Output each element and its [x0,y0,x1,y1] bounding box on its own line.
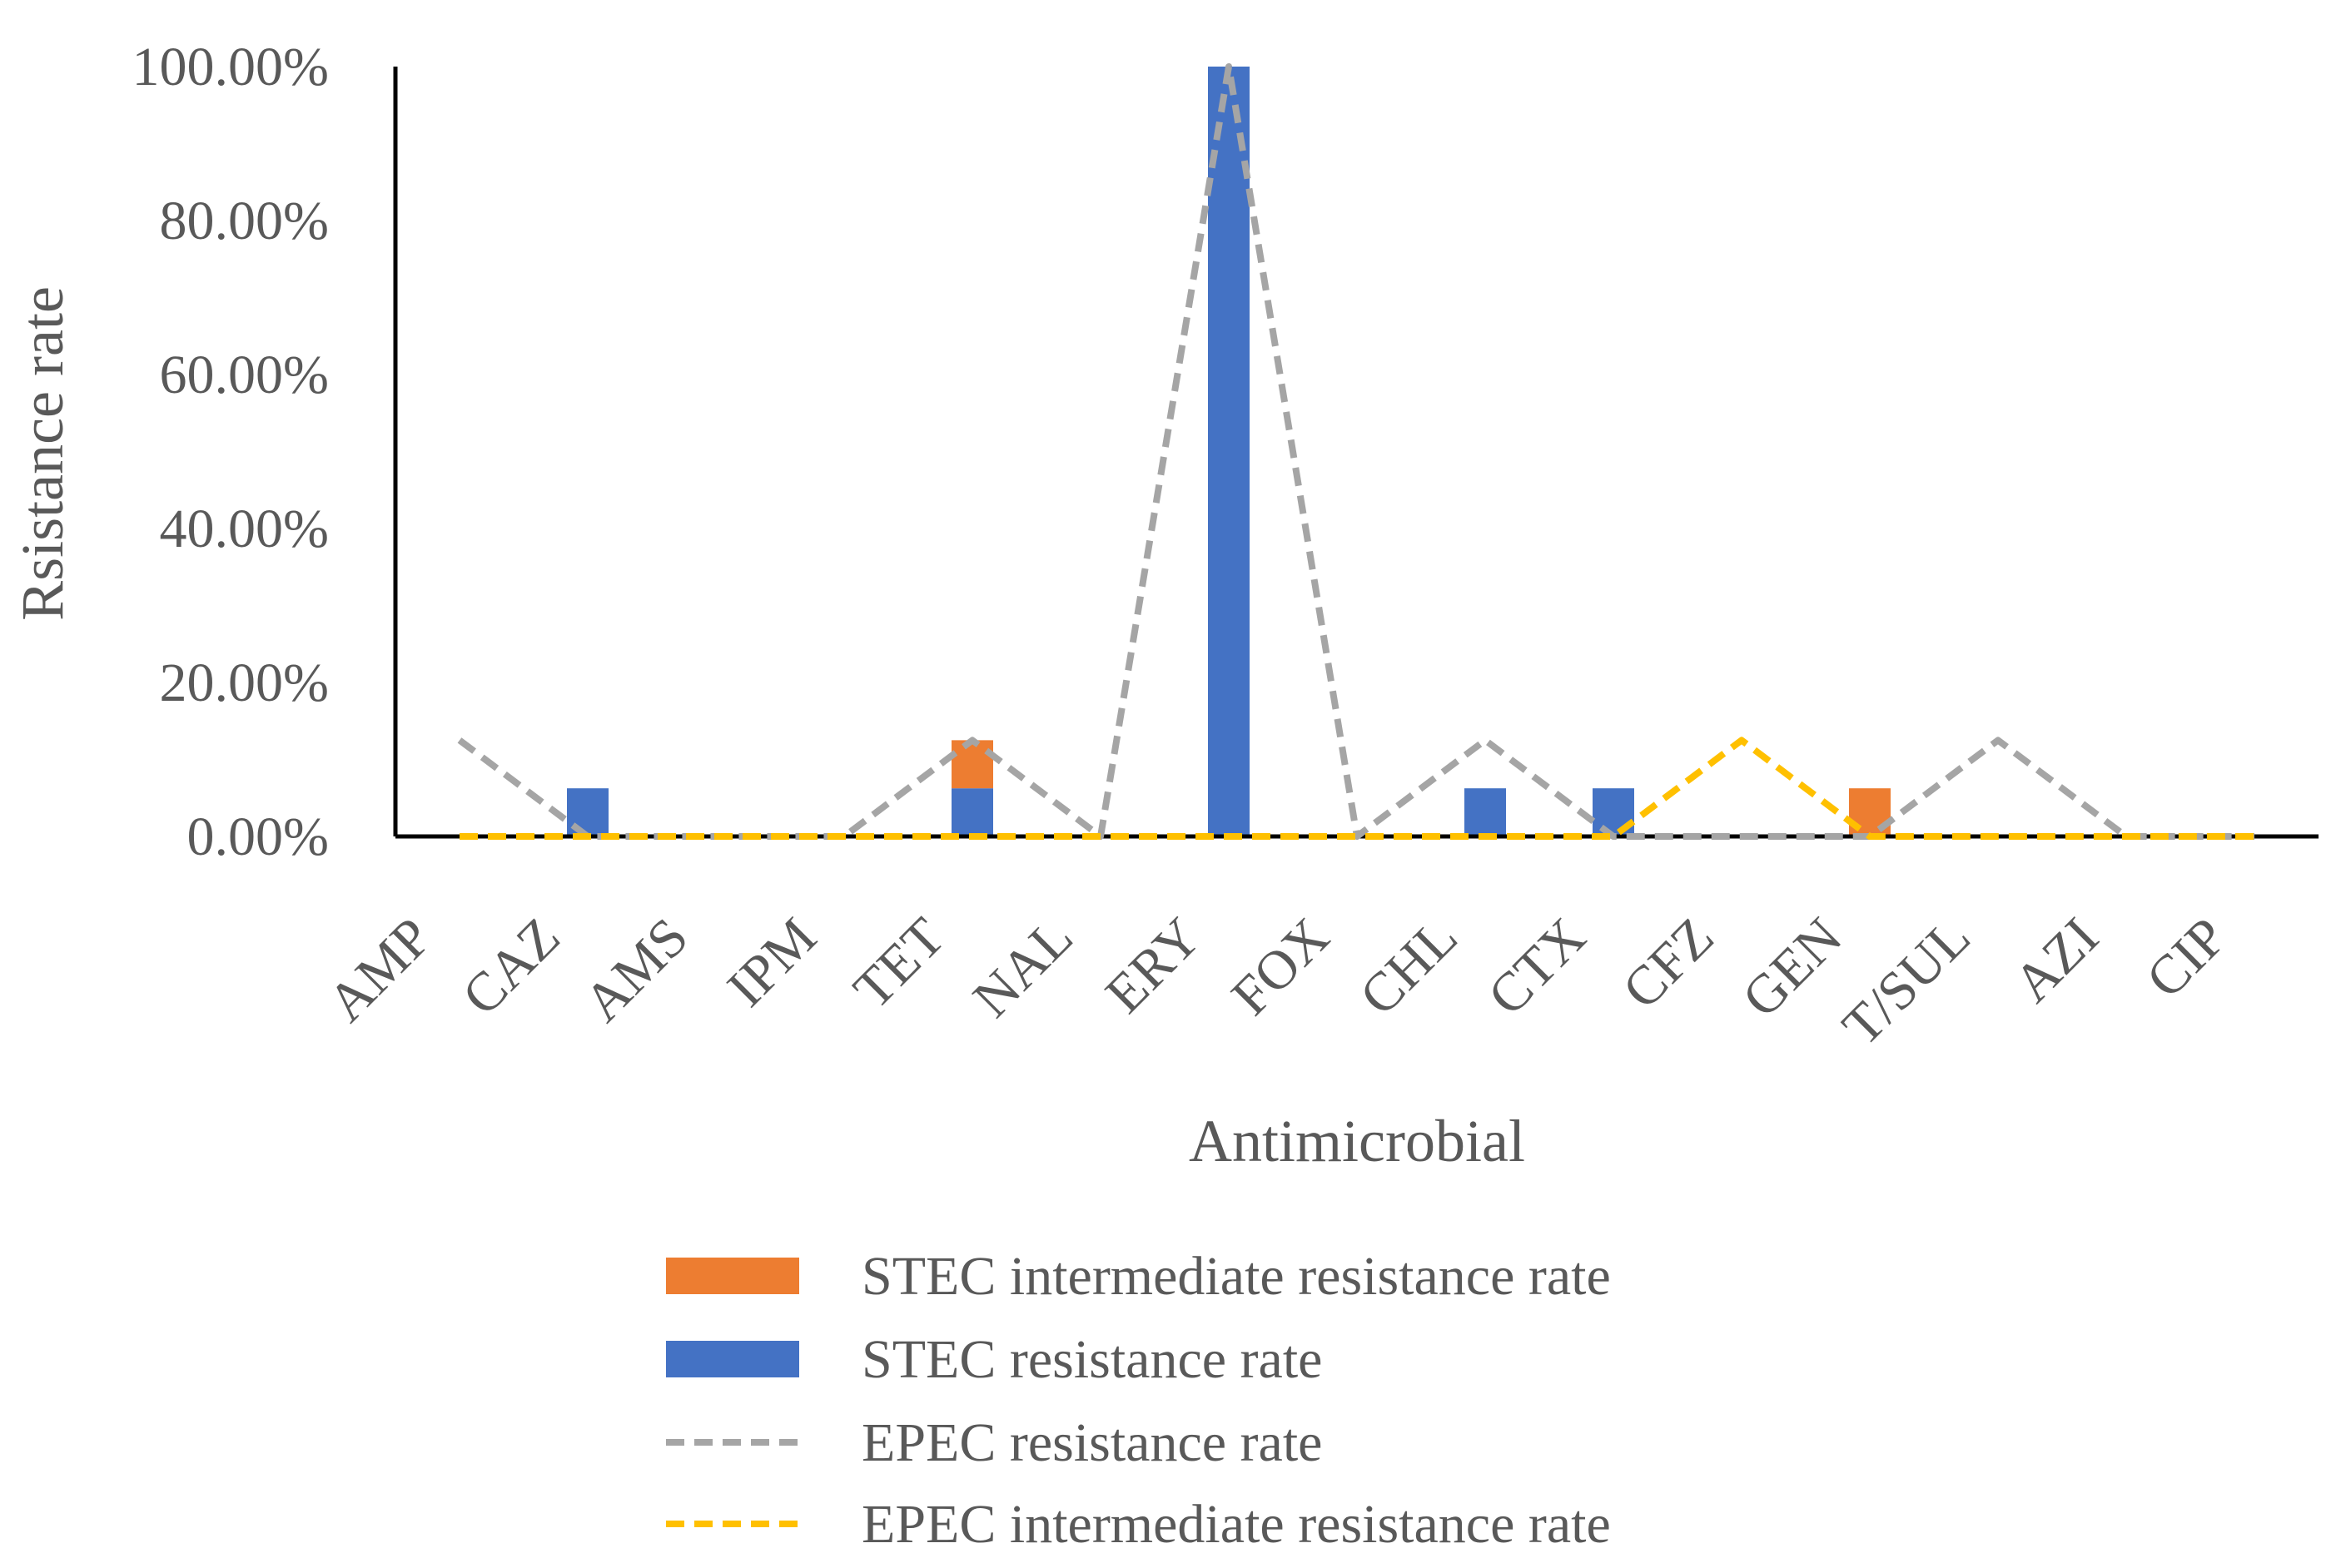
x-tick-label: NAL [962,906,1085,1030]
legend-label-stec-resistance-rate: STEC resistance rate [862,1329,1322,1390]
x-axis-ticks: AMP CAZ AMS IPM TET NAL ERY FOX CHL CTX CFZ GENT/SU… [316,906,2239,1057]
y-tick-label: 0.00% [187,806,329,867]
series-lines [457,63,2254,840]
bar-stec-intermediate-tet [952,740,993,789]
x-tick-label: T/SUL [1831,906,1981,1057]
x-tick-label: CAZ [451,906,572,1027]
y-tick-label: 20.00% [160,653,329,713]
x-tick-label: ERY [1094,906,1212,1025]
x-tick-label: AZI [2002,906,2110,1014]
x-tick-label: FOX [1220,906,1341,1027]
x-tick-label: CFZ [1611,906,1725,1020]
legend-swatch-stec-intermediate-resistance-rate [666,1258,799,1294]
legend: STEC intermediate resistance rate STEC re… [666,1246,1611,1555]
y-tick-label: 40.00% [160,499,329,559]
y-axis-ticks: 0.00% 20.00% 40.00% 60.00% 80.00% 100.00% [132,37,329,867]
line-epec-intermediate-resistance-rate [460,737,2254,840]
y-tick-label: 80.00% [160,191,329,251]
line-epec-resistance-rate [457,63,2254,840]
x-tick-label: AMP [316,906,444,1034]
y-axis-title: Rsistance rate [9,286,76,621]
legend-label-stec-intermediate-resistance-rate: STEC intermediate resistance rate [862,1246,1611,1307]
x-tick-label: CTX [1477,906,1598,1027]
x-tick-label: TET [842,906,956,1020]
x-tick-label: CIP [2135,906,2238,1010]
x-tick-label: IPM [716,906,828,1019]
y-tick-label: 100.00% [132,37,329,97]
bar-stec-resistance-ery [1208,67,1250,836]
bar-stec-resistance-tet [952,788,993,836]
bars [567,67,1891,836]
y-tick-label: 60.00% [160,345,329,405]
x-tick-label: AMS [573,906,700,1034]
bar-stec-resistance-chl [1464,788,1506,836]
legend-label-epec-resistance-rate: EPEC resistance rate [862,1412,1322,1473]
legend-label-epec-intermediate-resistance-rate: EPEC intermediate resistance rate [862,1494,1611,1555]
x-tick-label: CHL [1349,906,1469,1027]
x-axis-title: Antimicrobial [1189,1108,1525,1174]
legend-swatch-stec-resistance-rate [666,1341,799,1377]
